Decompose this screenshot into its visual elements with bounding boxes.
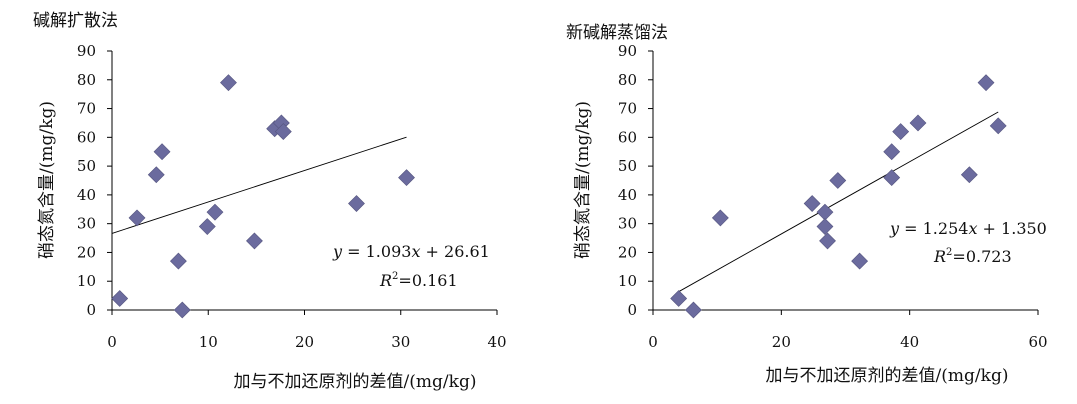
chart-1-data-point — [169, 252, 187, 270]
chart-panel-2: 新碱解蒸馏法 硝态氮含量/(mg/kg) 加与不加还原剂的差值/(mg/kg) … — [566, 23, 1048, 386]
chart-1-equation: y = 1.093x + 26.61 — [332, 242, 490, 261]
chart-2-points — [670, 74, 1007, 319]
chart-2-data-point — [670, 290, 688, 307]
chart-1-data-point — [173, 301, 191, 319]
chart-1-x-tick-label: 10 — [199, 333, 218, 351]
chart-1-x-tick-label: 20 — [295, 333, 314, 351]
chart-2-y-axis-title: 硝态氮含量/(mg/kg) — [573, 101, 593, 259]
chart-2-y-tick-label: 70 — [618, 100, 637, 118]
chart-1-y-tick-label: 40 — [77, 186, 96, 204]
chart-2-data-point — [883, 143, 901, 161]
chart-1-y-tick-label: 20 — [77, 243, 96, 261]
chart-2-fit-line — [678, 111, 999, 293]
chart-1-data-point — [220, 74, 237, 92]
chart-1-r-sup: 2 — [392, 271, 398, 282]
chart-2-y-tick-label: 60 — [618, 128, 637, 146]
chart-2-y-tick-label: 50 — [618, 157, 637, 175]
chart-2-title: 新碱解蒸馏法 — [566, 23, 668, 43]
chart-1-data-point — [153, 143, 171, 161]
chart-2-x-tick-label: 20 — [772, 333, 791, 351]
chart-1-ticks: 0 10 20 30 40 50 60 70 80 90 0 10 20 30 40 — [77, 42, 507, 351]
chart-2-r-letter: R — [933, 247, 946, 266]
chart-1-title: 碱解扩散法 — [33, 11, 118, 31]
chart-1-data-point — [348, 195, 365, 212]
chart-2-data-point — [685, 301, 702, 319]
chart-2-x-tick-label: 40 — [900, 333, 919, 351]
chart-2-data-point — [960, 166, 978, 184]
chart-2-data-point — [851, 252, 869, 270]
chart-1-fit-line — [111, 136, 407, 234]
chart-1-r-squared: R2=0.161 — [379, 271, 458, 290]
chart-1-data-point — [111, 290, 129, 307]
chart-2-eq-intercept: + 1.350 — [977, 219, 1046, 238]
chart-2-trendline — [678, 111, 999, 293]
chart-2-ticks: 0 10 20 30 40 50 60 70 80 90 0 20 40 60 — [618, 42, 1048, 351]
chart-2-r-value: =0.723 — [952, 247, 1011, 266]
chart-1-data-point — [147, 166, 165, 184]
chart-1-points — [111, 74, 415, 319]
chart-1-x-tick-label: 30 — [391, 333, 410, 351]
chart-1-eq-x: x — [411, 242, 420, 261]
chart-1-y-tick-label: 70 — [77, 100, 96, 118]
chart-1-r-value: =0.161 — [398, 271, 457, 290]
chart-1-x-tick-label: 40 — [487, 333, 506, 351]
chart-2-x-tick-label: 60 — [1028, 333, 1047, 351]
chart-1-x-axis-title: 加与不加还原剂的差值/(mg/kg) — [234, 372, 477, 392]
chart-2-y-tick-label: 40 — [618, 186, 637, 204]
chart-2-equation: y = 1.254x + 1.350 — [889, 219, 1047, 238]
chart-2-eq-y: y — [889, 219, 900, 238]
chart-2-data-point — [883, 169, 901, 187]
chart-1-y-tick-label: 30 — [77, 215, 96, 233]
chart-2-x-tick-label: 0 — [648, 333, 658, 351]
chart-1-r-letter: R — [379, 271, 392, 290]
chart-2-eq-x: x — [968, 219, 977, 238]
chart-1-y-tick-label: 10 — [77, 272, 96, 290]
chart-2-r-sup: 2 — [946, 247, 952, 258]
chart-1-x-tick-label: 0 — [107, 333, 117, 351]
chart-2-data-point — [803, 195, 821, 212]
chart-2-data-point — [977, 74, 995, 92]
chart-2-eq-slope: = 1.254 — [899, 219, 968, 238]
chart-1-y-axis-title: 硝态氮含量/(mg/kg) — [37, 101, 57, 259]
chart-1-y-tick-label: 60 — [77, 128, 96, 146]
chart-1-data-point — [246, 232, 263, 250]
chart-1-eq-y: y — [332, 242, 343, 261]
chart-2-data-point — [819, 232, 836, 250]
chart-2-data-point — [816, 218, 834, 235]
chart-1-y-tick-label: 0 — [86, 301, 96, 319]
chart-2-axes — [652, 51, 1038, 311]
chart-2-y-tick-label: 0 — [627, 301, 637, 319]
chart-1-trendline — [111, 136, 407, 234]
chart-2-data-point — [829, 172, 847, 189]
chart-1-y-tick-label: 80 — [77, 71, 96, 89]
chart-1-y-tick-label: 50 — [77, 157, 96, 175]
chart-2-y-tick-label: 10 — [618, 272, 637, 290]
chart-1-data-point — [128, 209, 146, 227]
chart-2-data-point — [711, 209, 729, 227]
chart-1-data-point — [398, 169, 415, 187]
chart-panel-1: 碱解扩散法 硝态氮含量/(mg/kg) 加与不加还原剂的差值/(mg/kg) 0… — [33, 11, 507, 392]
chart-2-y-tick-label: 30 — [618, 215, 637, 233]
chart-1-y-tick-label: 90 — [77, 42, 96, 60]
chart-1-eq-intercept: + 26.61 — [420, 242, 489, 261]
chart-2-y-tick-label: 20 — [618, 243, 637, 261]
chart-2-y-tick-label: 90 — [618, 42, 637, 60]
chart-2-x-axis-title: 加与不加还原剂的差值/(mg/kg) — [766, 366, 1009, 386]
chart-2-r-squared: R2=0.723 — [933, 247, 1012, 266]
chart-2-data-point — [989, 117, 1007, 135]
chart-2-data-point — [909, 114, 927, 132]
chart-1-data-point — [198, 218, 216, 235]
chart-1-eq-slope: = 1.093 — [342, 242, 411, 261]
chart-2-y-tick-label: 80 — [618, 71, 637, 89]
chart-2-data-point — [892, 123, 910, 141]
chart-1-data-point — [206, 203, 224, 221]
chart-1-data-point — [274, 123, 292, 141]
